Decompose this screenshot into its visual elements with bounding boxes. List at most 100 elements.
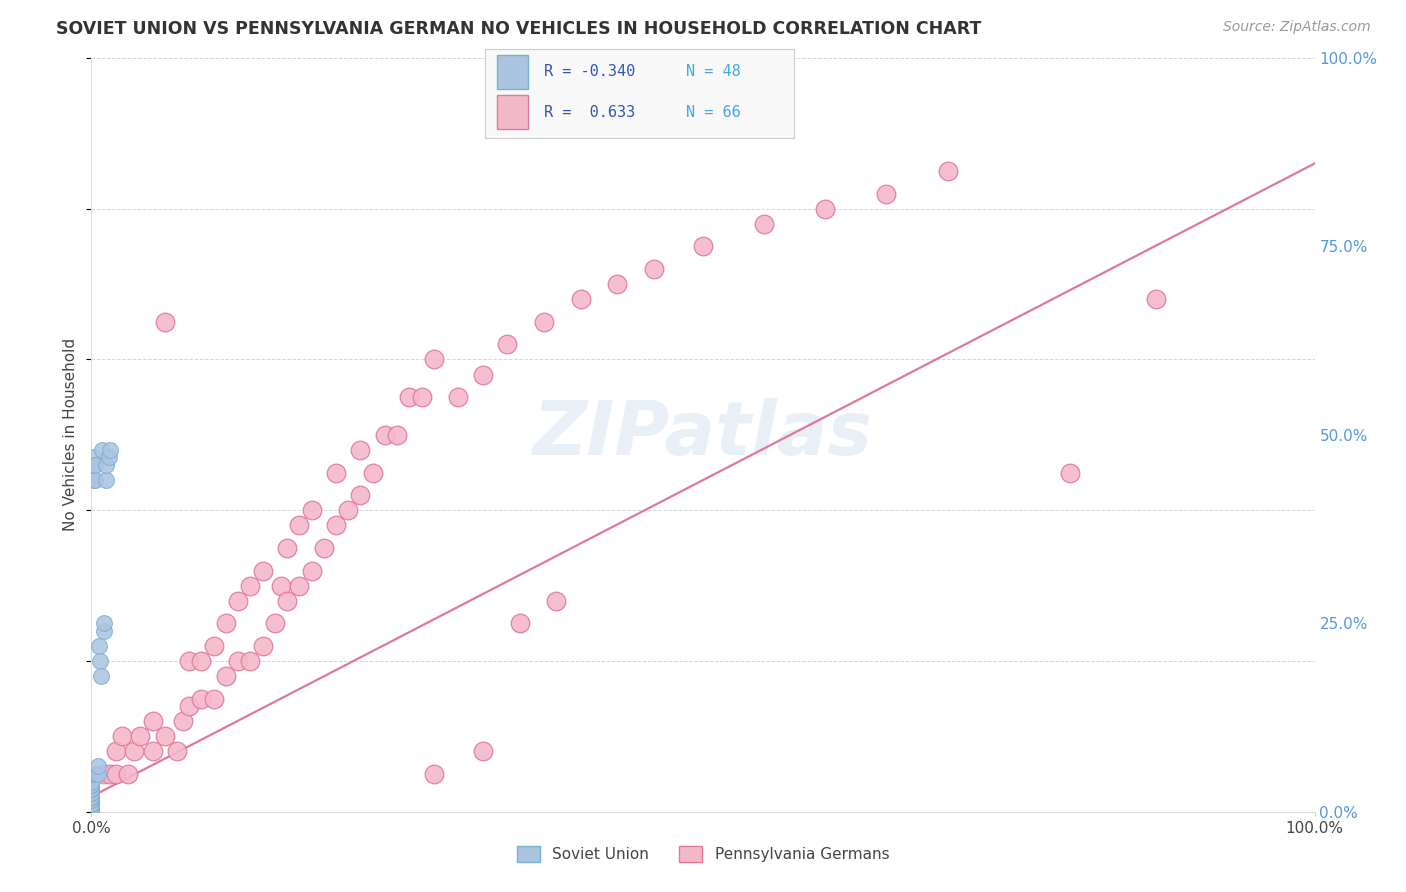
Point — [411, 390, 433, 404]
Point — [423, 767, 446, 781]
Point — [98, 442, 121, 457]
Point — [325, 518, 347, 533]
Point — [80, 767, 103, 781]
Point — [90, 669, 112, 683]
Point — [447, 390, 470, 404]
Point — [80, 805, 103, 819]
Point — [80, 786, 103, 800]
Point — [80, 793, 103, 807]
Point — [1144, 292, 1167, 306]
Point — [98, 767, 121, 781]
Point — [84, 458, 107, 472]
Point — [83, 450, 105, 465]
Point — [94, 473, 117, 487]
Point — [875, 186, 898, 201]
Point — [86, 767, 108, 781]
Point — [349, 488, 371, 502]
Point — [129, 730, 152, 744]
Point — [93, 767, 115, 781]
Point — [692, 239, 714, 253]
Point — [754, 217, 776, 231]
Point — [252, 564, 274, 578]
Point — [153, 730, 176, 744]
Point — [87, 639, 110, 653]
Point — [215, 616, 238, 631]
Text: Source: ZipAtlas.com: Source: ZipAtlas.com — [1223, 20, 1371, 34]
Point — [80, 789, 103, 804]
Point — [814, 202, 837, 216]
Point — [80, 805, 103, 819]
Point — [94, 458, 117, 472]
Point — [83, 473, 105, 487]
Point — [84, 473, 107, 487]
Legend: Soviet Union, Pennsylvania Germans: Soviet Union, Pennsylvania Germans — [510, 840, 896, 868]
Point — [80, 797, 103, 812]
Point — [374, 428, 396, 442]
Text: N = 48: N = 48 — [686, 64, 741, 79]
Point — [80, 801, 103, 815]
Point — [276, 593, 298, 607]
Point — [89, 654, 111, 668]
Point — [179, 654, 201, 668]
Text: R = -0.340: R = -0.340 — [544, 64, 636, 79]
Point — [80, 793, 103, 807]
Point — [117, 767, 139, 781]
Point — [202, 691, 225, 706]
Point — [239, 654, 262, 668]
Point — [202, 639, 225, 653]
Point — [239, 579, 262, 593]
Point — [111, 730, 134, 744]
Point — [496, 337, 519, 351]
Point — [84, 767, 107, 781]
Point — [122, 744, 145, 758]
Point — [312, 541, 335, 555]
Y-axis label: No Vehicles in Household: No Vehicles in Household — [63, 338, 79, 532]
Point — [423, 352, 446, 367]
Point — [264, 616, 287, 631]
Point — [606, 277, 628, 292]
Point — [153, 315, 176, 329]
Point — [80, 782, 103, 797]
Point — [172, 714, 194, 729]
Point — [91, 442, 114, 457]
Point — [385, 428, 409, 442]
Point — [80, 789, 103, 804]
Text: N = 66: N = 66 — [686, 105, 741, 120]
Point — [301, 564, 323, 578]
Point — [80, 778, 103, 792]
Point — [361, 466, 384, 480]
Point — [80, 797, 103, 812]
Point — [215, 669, 238, 683]
Point — [190, 654, 212, 668]
Point — [80, 805, 103, 819]
Point — [80, 805, 103, 819]
Point — [546, 593, 568, 607]
Point — [80, 789, 103, 804]
Point — [337, 503, 360, 517]
Point — [80, 782, 103, 797]
Point — [471, 744, 494, 758]
Point — [80, 805, 103, 819]
Point — [288, 518, 311, 533]
Text: ZIPatlas: ZIPatlas — [533, 399, 873, 471]
Point — [301, 503, 323, 517]
Point — [179, 699, 201, 714]
Point — [86, 759, 108, 773]
Point — [80, 805, 103, 819]
Point — [349, 442, 371, 457]
Point — [471, 368, 494, 382]
Point — [166, 744, 188, 758]
Bar — [498, 95, 529, 129]
Point — [80, 805, 103, 819]
Point — [226, 654, 249, 668]
Point — [80, 805, 103, 819]
Point — [80, 786, 103, 800]
Point — [288, 579, 311, 593]
Point — [80, 805, 103, 819]
Point — [190, 691, 212, 706]
Point — [509, 616, 531, 631]
Point — [936, 164, 959, 178]
Point — [1059, 466, 1081, 480]
Text: R =  0.633: R = 0.633 — [544, 105, 636, 120]
Point — [643, 262, 665, 277]
